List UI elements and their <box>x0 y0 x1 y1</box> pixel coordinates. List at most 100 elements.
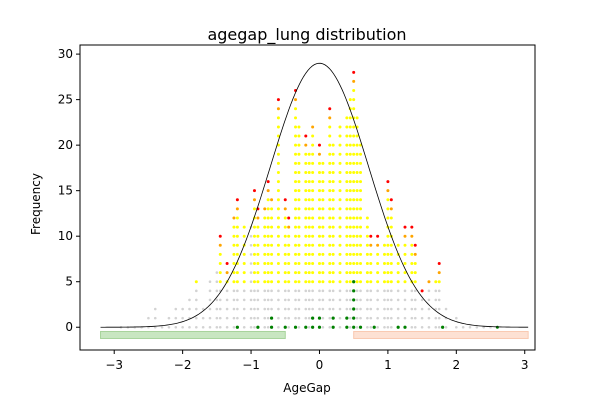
data-point <box>348 134 352 138</box>
data-point <box>410 225 414 229</box>
data-point <box>434 307 438 311</box>
data-point <box>153 307 157 311</box>
data-point <box>386 198 390 202</box>
data-point <box>317 280 321 284</box>
data-point <box>208 325 212 329</box>
data-point <box>215 325 219 329</box>
data-point <box>355 234 359 238</box>
data-point <box>396 307 400 311</box>
data-point <box>249 298 253 302</box>
data-point <box>236 289 239 293</box>
data-point <box>348 289 352 293</box>
data-point <box>181 307 184 311</box>
data-point <box>331 189 335 193</box>
data-point <box>263 298 267 302</box>
data-point <box>355 189 359 193</box>
data-point <box>287 316 290 320</box>
data-point <box>249 253 253 256</box>
data-point <box>348 116 352 120</box>
data-point <box>355 198 359 202</box>
data-point <box>218 307 222 311</box>
data-point <box>383 298 386 302</box>
data-point <box>366 307 369 311</box>
data-point <box>338 298 342 302</box>
data-point <box>270 207 274 211</box>
data-point <box>287 262 291 266</box>
data-point <box>331 289 335 293</box>
data-point <box>318 307 321 311</box>
data-point <box>389 252 393 256</box>
data-point <box>321 307 325 311</box>
data-point <box>287 252 291 256</box>
data-point <box>376 271 380 275</box>
data-point <box>235 198 239 202</box>
data-point <box>304 271 308 275</box>
data-point <box>413 298 417 302</box>
data-point <box>355 134 359 138</box>
data-point <box>287 234 291 238</box>
data-point <box>256 316 260 320</box>
data-point <box>297 316 301 320</box>
data-point <box>444 307 448 311</box>
data-point <box>410 307 414 311</box>
data-point <box>365 234 369 238</box>
data-point <box>311 289 314 293</box>
data-point <box>331 234 335 238</box>
data-point <box>253 289 256 293</box>
data-point <box>297 298 301 302</box>
data-point <box>321 298 325 302</box>
data-point <box>331 280 335 284</box>
data-point <box>276 225 280 229</box>
data-point <box>294 271 298 275</box>
data-point <box>225 307 229 311</box>
data-point <box>389 207 393 211</box>
data-point <box>317 271 321 275</box>
data-point <box>328 325 332 329</box>
data-point <box>413 262 417 266</box>
data-point <box>276 243 280 247</box>
data-point <box>218 298 222 302</box>
data-point <box>266 189 270 193</box>
data-point <box>383 289 386 293</box>
data-point <box>348 307 352 311</box>
data-point <box>396 271 400 275</box>
data-point <box>307 243 311 247</box>
data-point <box>252 189 256 193</box>
data-point <box>311 134 315 138</box>
data-point <box>345 280 349 284</box>
data-point <box>359 216 363 220</box>
data-point <box>283 198 287 202</box>
y-tick-label: 20 <box>58 138 73 152</box>
data-point <box>376 252 380 256</box>
range-bands <box>100 330 529 339</box>
data-point <box>376 307 379 311</box>
data-point <box>297 161 301 165</box>
data-point <box>232 216 236 220</box>
data-point <box>266 280 270 284</box>
data-point <box>276 161 280 165</box>
data-point <box>232 298 236 302</box>
data-point <box>359 180 363 184</box>
data-point <box>311 143 315 147</box>
data-point <box>328 207 332 211</box>
data-point <box>345 116 349 120</box>
data-point <box>195 307 198 311</box>
data-point <box>218 243 222 247</box>
range-band-right <box>353 330 529 339</box>
data-point <box>283 216 287 220</box>
data-point <box>345 225 349 229</box>
data-point <box>352 234 356 238</box>
data-point <box>256 289 260 293</box>
data-point <box>263 271 267 275</box>
data-point <box>328 280 332 284</box>
y-tick-label: 15 <box>58 184 73 198</box>
data-point <box>348 325 352 329</box>
data-point-green <box>293 325 298 329</box>
data-point <box>232 289 236 293</box>
data-point <box>338 307 342 311</box>
data-point <box>403 289 407 293</box>
data-point <box>304 234 308 238</box>
data-point <box>194 280 198 284</box>
data-point <box>328 143 332 147</box>
data-point <box>294 252 298 256</box>
